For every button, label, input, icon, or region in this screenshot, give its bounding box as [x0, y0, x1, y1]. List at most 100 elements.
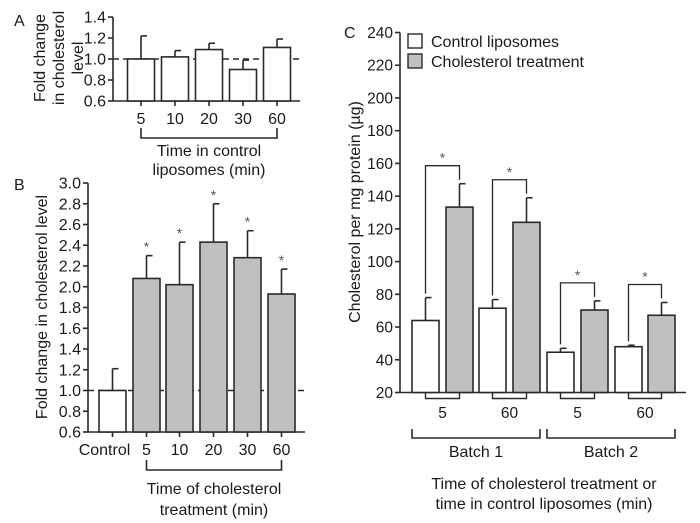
panel-a: 0.6 0.8 1.0 1.2 1.4 A Fold change in cholestero… [14, 10, 300, 179]
pair-bracket [559, 392, 596, 400]
significance-star: * [575, 267, 581, 283]
panel-c: 20 40 60 80 100 120 140 160 180 200 220 240 C Cholest… [344, 25, 686, 513]
y-tick-label: 0.6 [84, 94, 106, 111]
significance-star: * [440, 150, 446, 166]
x-tick-label: 10 [171, 442, 189, 459]
y-axis-title: Fold change [32, 14, 49, 102]
y-tick-label: 20 [376, 385, 394, 402]
y-tick-label: 2.2 [59, 259, 81, 276]
x-tick-label: 5 [142, 442, 151, 459]
y-tick-label: 1.2 [84, 31, 106, 48]
pair-bracket [424, 392, 461, 400]
y-tick-label: 1.4 [59, 342, 81, 359]
bar [165, 283, 194, 433]
pair-bracket [627, 392, 663, 400]
x-tick-label: 60 [636, 405, 654, 422]
x-tick-label: 5 [438, 405, 447, 422]
panel-label: A [14, 13, 25, 30]
bar [478, 307, 507, 394]
y-tick-label: 0.6 [59, 425, 81, 442]
y-axis-title: Fold change in cholesterol level [34, 195, 51, 419]
legend-swatch [407, 53, 423, 69]
x-group-bracket [145, 460, 283, 471]
x-tick-label: 60 [501, 405, 519, 422]
legend-swatch [407, 33, 423, 49]
x-axis-title: Time of cholesterol [147, 481, 282, 498]
bar [160, 56, 190, 102]
bar [126, 58, 156, 102]
y-tick-label: 3.0 [59, 176, 81, 193]
y-tick-label: 40 [376, 352, 394, 369]
x-tick-label: 20 [205, 442, 223, 459]
bar [411, 319, 440, 394]
x-tick-label: 60 [273, 442, 291, 459]
y-tick-label: 1.0 [84, 52, 106, 69]
y-tick-label: 2.0 [59, 279, 81, 296]
significance-bracket [424, 165, 461, 294]
significance-star: * [245, 214, 251, 230]
significance-star: * [211, 187, 217, 203]
x-axis-title: treatment (min) [160, 502, 268, 519]
x-axis-title: Time of cholesterol treatment or [431, 476, 657, 493]
legend: Control liposomes Cholesterol treatment [407, 33, 585, 71]
bar [512, 221, 541, 394]
y-tick-label: 200 [367, 90, 393, 107]
x-axis-title: Time in control [157, 143, 261, 160]
y-tick-label: 80 [376, 287, 394, 304]
bar [614, 345, 643, 394]
x-axis-title: time in control liposomes (min) [436, 496, 653, 513]
bar [132, 277, 161, 433]
y-axis-title: in cholesterol [51, 11, 68, 105]
significance-bracket [491, 179, 528, 296]
bar [445, 206, 474, 394]
legend-label: Cholesterol treatment [431, 54, 585, 71]
batch-bracket [546, 429, 676, 439]
significance-star: * [177, 225, 183, 241]
y-tick-label: 120 [367, 221, 393, 238]
bar [262, 46, 292, 102]
x-tick-label: 5 [137, 111, 146, 128]
y-tick-label: 1.4 [84, 10, 106, 27]
significance-star: * [279, 252, 285, 268]
x-axis-title: liposomes (min) [153, 162, 266, 179]
x-tick-label: Control [79, 442, 131, 459]
batch-label: Batch 2 [584, 444, 638, 461]
y-tick-label: 140 [367, 189, 393, 206]
significance-star: * [507, 164, 513, 180]
bar [194, 48, 224, 102]
y-tick-label: 2.4 [59, 238, 81, 255]
panel-label: B [14, 177, 25, 194]
x-tick-label: 10 [166, 111, 184, 128]
y-tick-label: 1.0 [59, 383, 81, 400]
y-tick-label: 0.8 [84, 73, 106, 90]
y-tick-label: 1.6 [59, 321, 81, 338]
y-tick-label: 2.6 [59, 217, 81, 234]
y-axis-title: level [70, 42, 87, 75]
x-tick-label: 30 [239, 442, 257, 459]
bar [647, 314, 676, 394]
y-tick-label: 240 [367, 25, 393, 42]
bar [580, 309, 609, 394]
legend-label: Control liposomes [431, 34, 559, 51]
y-tick-label: 1.2 [59, 362, 81, 379]
x-tick-label: 30 [234, 111, 252, 128]
bar [267, 293, 296, 433]
batch-bracket [411, 429, 541, 439]
batch-label: Batch 1 [449, 444, 503, 461]
y-tick-label: 100 [367, 254, 393, 271]
pair-bracket [491, 392, 528, 400]
panel-label: C [344, 25, 356, 42]
y-tick-label: 0.8 [59, 404, 81, 421]
panel-b: 0.6 0.8 1.0 1.2 1.4 1.6 1.8 2.0 2.2 2.4 2.6 2.8 3.0 B… [14, 176, 305, 519]
bar [98, 389, 127, 433]
significance-star: * [642, 269, 648, 285]
significance-bracket [559, 282, 596, 345]
x-tick-label: 20 [200, 111, 218, 128]
y-tick-label: 60 [376, 320, 394, 337]
x-tick-label: 5 [573, 405, 582, 422]
y-tick-label: 2.8 [59, 196, 81, 213]
y-tick-label: 180 [367, 123, 393, 140]
bar [199, 241, 228, 433]
y-axis-title: Cholesterol per mg protein (µg) [347, 101, 364, 323]
